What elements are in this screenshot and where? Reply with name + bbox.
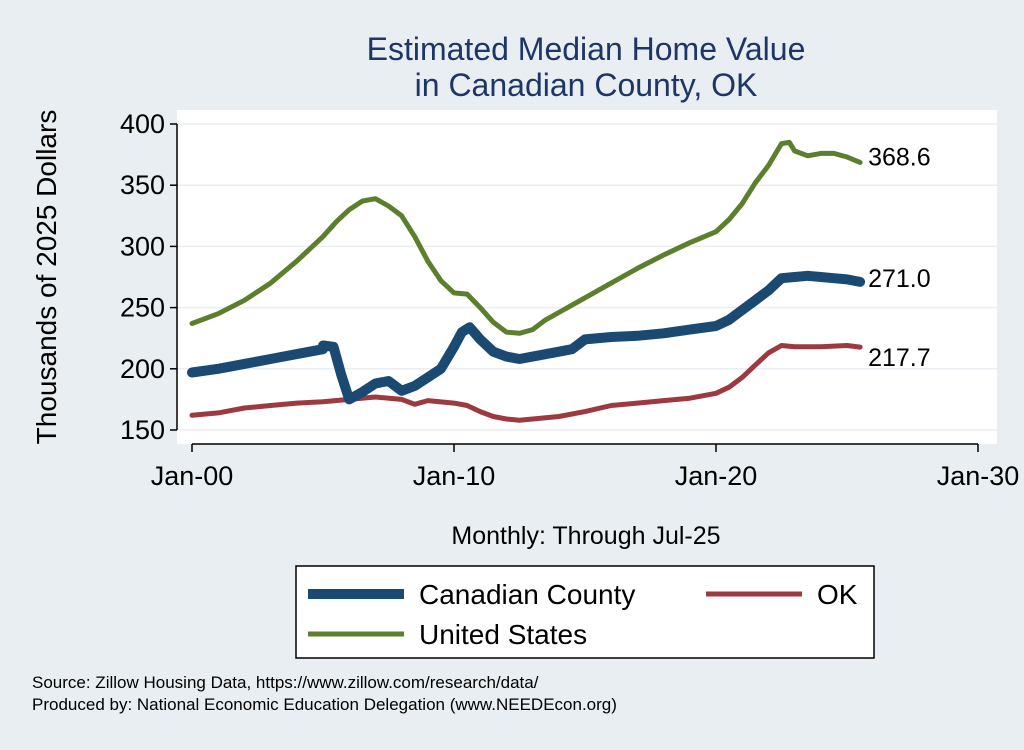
x-tick-label-Jan-20: Jan-20 xyxy=(675,461,758,491)
source-line-2: Produced by: National Economic Education… xyxy=(32,695,617,714)
chart-title-line-2: in Canadian County, OK xyxy=(415,67,758,103)
series-lines xyxy=(187,139,866,423)
x-tick-label-Jan-10: Jan-10 xyxy=(413,461,496,491)
chart-title-line-1: Estimated Median Home Value xyxy=(367,31,806,67)
axes: 150 200 250 300 350 400 Jan-00 Jan-10 Jan-20 Jan-… xyxy=(120,109,1019,491)
y-tick-label-250: 250 xyxy=(120,293,165,323)
x-tick-label-Jan-30: Jan-30 xyxy=(937,461,1020,491)
y-tick-label-150: 150 xyxy=(120,415,165,445)
y-axis-label: Thousands of 2025 Dollars xyxy=(31,110,62,445)
y-tick-label-350: 350 xyxy=(120,170,165,200)
x-axis-label: Monthly: Through Jul-25 xyxy=(451,522,720,550)
y-tick-label-400: 400 xyxy=(120,109,165,139)
legend-label-canadian-county: Canadian County xyxy=(419,579,635,610)
series-line-united-states xyxy=(189,139,863,336)
end-labels: 271.0 217.7 368.6 xyxy=(868,143,931,372)
end-label-united-states: 368.6 xyxy=(868,143,931,171)
gridlines xyxy=(177,123,997,431)
y-tick-label-200: 200 xyxy=(120,354,165,384)
legend-label-ok: OK xyxy=(817,579,858,610)
source-line-1: Source: Zillow Housing Data, https://www… xyxy=(32,673,539,692)
legend: Canadian County OK United States xyxy=(295,565,875,659)
legend-label-united-states: United States xyxy=(419,619,587,650)
x-tick-label-Jan-00: Jan-00 xyxy=(151,461,234,491)
legend-box xyxy=(295,565,875,659)
y-tick-label-300: 300 xyxy=(120,231,165,261)
end-label-ok: 217.7 xyxy=(868,344,931,372)
series-line-ok xyxy=(189,343,863,423)
end-label-canadian-county: 271.0 xyxy=(868,265,931,293)
series-line-canadian-county xyxy=(187,270,866,405)
